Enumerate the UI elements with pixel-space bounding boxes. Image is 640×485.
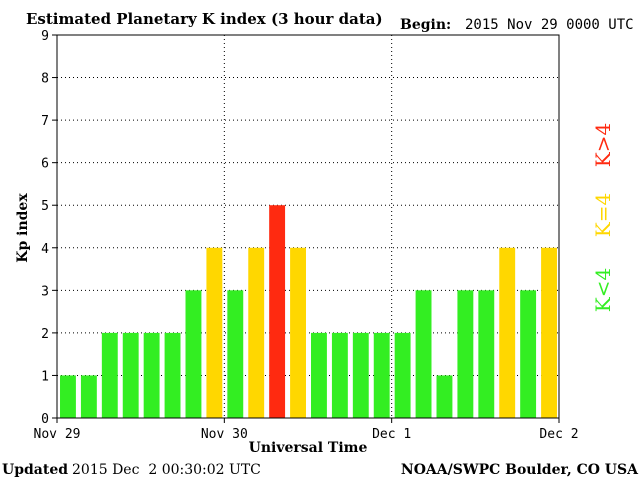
kp-bar <box>164 332 181 418</box>
y-tick-label: 6 <box>41 157 49 172</box>
kp-bar <box>331 332 348 418</box>
kp-bar <box>290 247 306 418</box>
begin-value: 2015 Nov 29 0000 UTC <box>465 17 634 33</box>
x-tick-layer: Nov 29 Nov 30 Dec 1 Dec 2 <box>34 418 579 442</box>
kp-bar <box>227 290 244 418</box>
chart-title: Estimated Planetary K index (3 hour data… <box>26 10 383 28</box>
plot-frame <box>56 34 560 419</box>
kp-bar <box>248 247 265 418</box>
y-tick-label: 0 <box>41 412 49 427</box>
legend-equal-4: K=4 <box>591 193 615 237</box>
kp-bar <box>311 332 327 418</box>
y-tick-label: 8 <box>41 72 49 87</box>
y-tick-label: 1 <box>41 369 49 384</box>
credit-text: NOAA/SWPC Boulder, CO USA <box>401 462 639 478</box>
kp-bar <box>101 332 118 418</box>
x-axis-title: Universal Time <box>249 440 368 456</box>
kp-bar <box>60 375 76 418</box>
legend-below-4: K<4 <box>591 268 615 312</box>
kp-bar <box>143 332 160 418</box>
updated-value: 2015 Dec 2 00:30:02 UTC <box>72 462 261 478</box>
begin-label: Begin: <box>400 17 451 33</box>
kp-bar <box>269 205 286 418</box>
x-tick-label: Nov 30 <box>201 427 248 442</box>
y-tick-layer: 0 1 2 3 4 5 6 7 8 9 <box>41 29 57 427</box>
x-tick-label: Nov 29 <box>34 427 81 442</box>
kp-bar <box>185 290 202 418</box>
updated-label: Updated <box>2 462 68 478</box>
kp-bar <box>394 332 411 418</box>
y-axis-title: Kp index <box>15 193 31 263</box>
kp-bar <box>122 332 139 418</box>
x-tick-label: Dec 2 <box>539 427 578 442</box>
bar-layer <box>60 205 557 418</box>
y-tick-label: 2 <box>41 327 49 342</box>
kp-bar <box>478 290 495 418</box>
y-tick-label: 3 <box>41 284 49 299</box>
kp-bar <box>80 375 97 418</box>
y-tick-label: 4 <box>41 242 49 257</box>
y-tick-label: 5 <box>41 199 49 214</box>
kp-bar <box>520 290 537 418</box>
kp-bar <box>541 247 557 418</box>
kp-bar <box>436 375 453 418</box>
legend-above-4: K>4 <box>591 123 615 167</box>
kp-bar <box>206 247 223 418</box>
kp-bar <box>457 290 474 418</box>
kp-bar <box>352 332 369 418</box>
y-tick-label: 9 <box>41 29 49 44</box>
kp-bar <box>415 290 432 418</box>
kp-bar <box>499 247 516 418</box>
x-tick-label: Dec 1 <box>372 427 411 442</box>
kp-bar <box>373 332 390 418</box>
y-tick-label: 7 <box>41 114 49 129</box>
